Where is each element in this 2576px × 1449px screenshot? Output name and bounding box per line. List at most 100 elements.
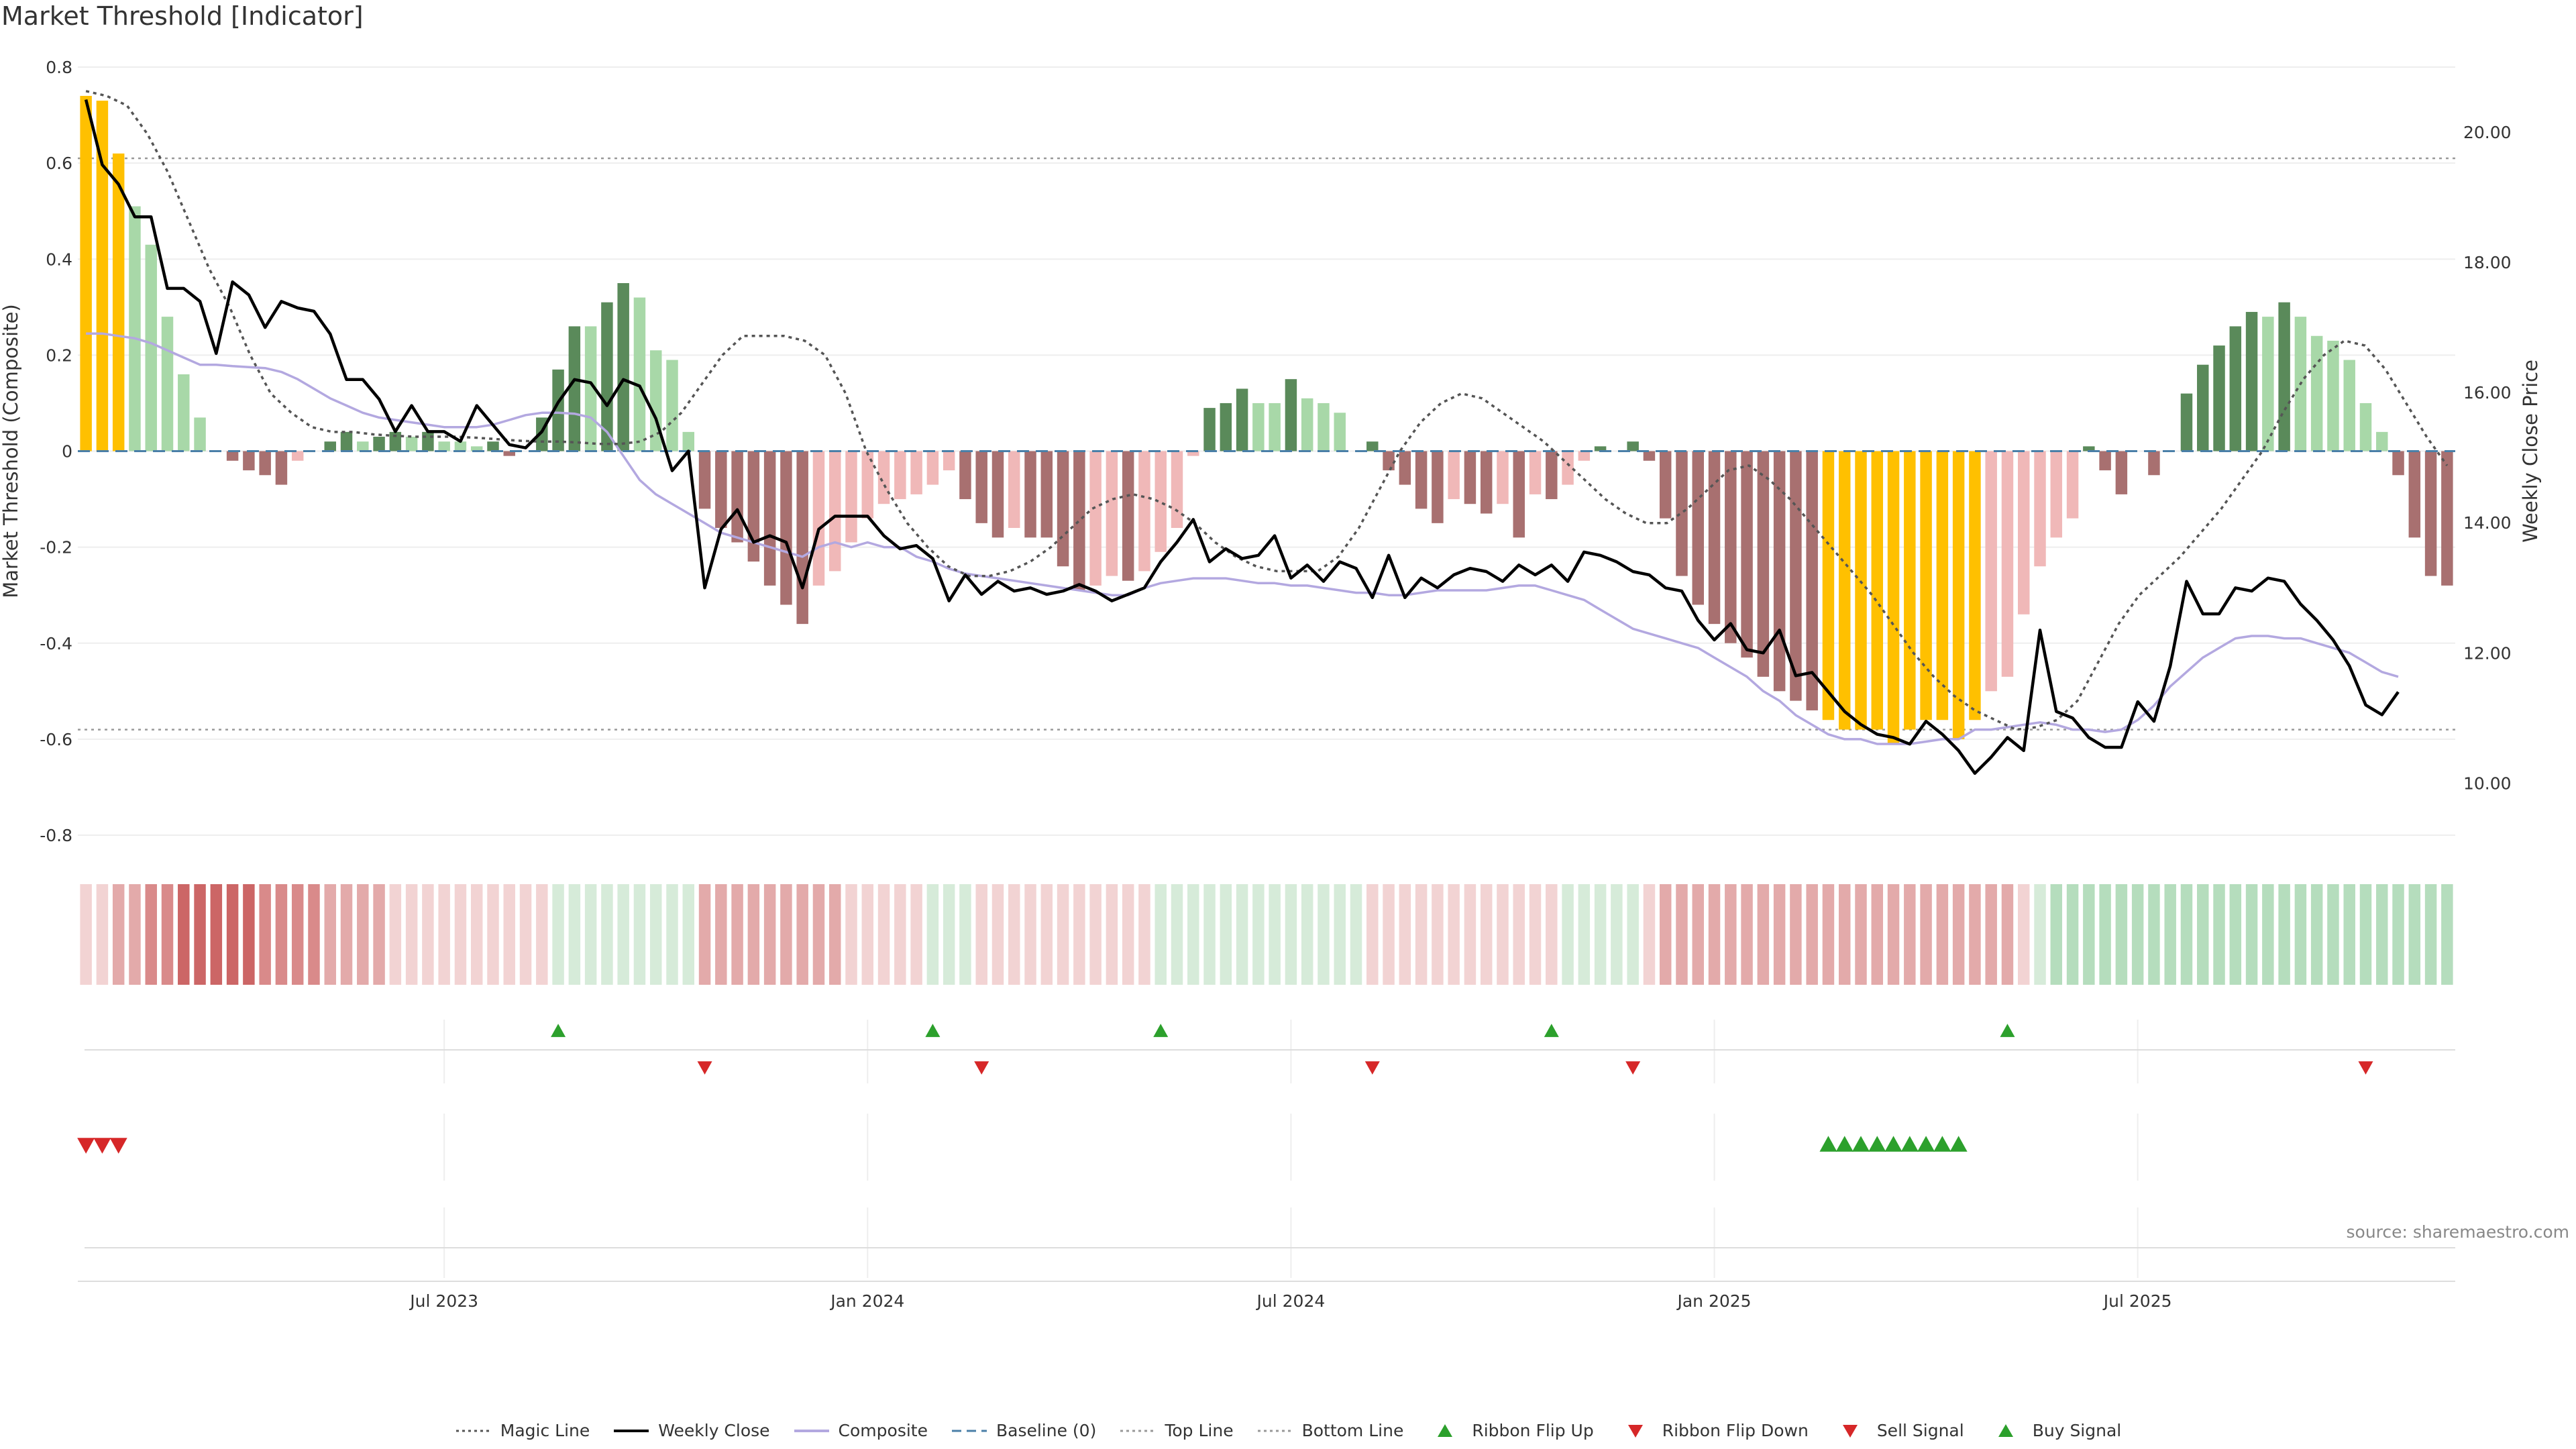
ribbon-cell — [1969, 884, 1981, 985]
composite-bar — [780, 451, 792, 605]
composite-bar — [1040, 451, 1053, 538]
ribbon-cell — [2180, 884, 2193, 985]
composite-bar — [1285, 379, 1297, 451]
ribbon-flip-up-marker — [1544, 1024, 1559, 1037]
ribbon-cell — [568, 884, 581, 985]
composite-bar — [438, 441, 450, 451]
composite-bar — [1432, 451, 1444, 523]
composite-bar — [1676, 451, 1688, 576]
composite-bar — [161, 317, 174, 451]
ribbon-cell — [2083, 884, 2095, 985]
y-tick-label: -0.6 — [40, 730, 72, 749]
composite-bar — [194, 417, 206, 451]
composite-bar — [2392, 451, 2404, 476]
ribbon-cell — [519, 884, 532, 985]
composite-bar — [340, 431, 353, 451]
ribbon-cell — [552, 884, 564, 985]
ribbon-cell — [1073, 884, 1085, 985]
ribbon-cell — [943, 884, 955, 985]
ribbon-cell — [340, 884, 353, 985]
composite-bar — [2066, 451, 2079, 519]
y-tick-label: 0.2 — [46, 345, 72, 365]
composite-bar — [601, 302, 613, 451]
composite-bar — [1806, 451, 1818, 710]
composite-bar — [617, 283, 629, 451]
ribbon-cell — [649, 884, 662, 985]
y2-tick-label: 20.00 — [2463, 123, 2512, 142]
composite-bar — [1155, 451, 1167, 552]
composite-bar — [1415, 451, 1428, 509]
x-tick-label: Jul 2025 — [2102, 1291, 2172, 1311]
ribbon-cell — [80, 884, 92, 985]
ribbon-cell — [1448, 884, 1460, 985]
ribbon-cell — [2262, 884, 2274, 985]
ribbon-cell — [633, 884, 646, 985]
triangle-down-icon — [1627, 1424, 1643, 1438]
ribbon-cell — [1220, 884, 1232, 985]
composite-bar — [1952, 451, 1965, 739]
composite-bar — [1692, 451, 1704, 605]
legend-item: Magic Line — [455, 1421, 590, 1440]
legend-item: Sell Signal — [1831, 1421, 1964, 1440]
composite-bar — [2245, 311, 2258, 451]
composite-bar — [633, 297, 646, 451]
source-label: source: sharemaestro.com — [2346, 1222, 2570, 1242]
ribbon-cell — [2018, 884, 2030, 985]
composite-bar — [943, 451, 955, 471]
ribbon-cell — [1822, 884, 1835, 985]
ribbon-cell — [1399, 884, 1411, 985]
composite-bar — [96, 101, 109, 451]
composite-bar — [731, 451, 743, 543]
composite-bar — [2197, 364, 2209, 451]
ribbon-cell — [975, 884, 987, 985]
buy-signal-marker — [1933, 1136, 1951, 1152]
ribbon-cell — [1838, 884, 1851, 985]
ribbon-cell — [845, 884, 857, 985]
ribbon-cell — [1676, 884, 1688, 985]
composite-bar — [503, 451, 515, 456]
ribbon-cell — [194, 884, 206, 985]
composite-bar — [1399, 451, 1411, 485]
composite-bar — [763, 451, 776, 586]
composite-bar — [145, 244, 157, 451]
composite-bar — [1513, 451, 1525, 538]
ribbon-cell — [161, 884, 174, 985]
legend-label: Baseline (0) — [996, 1421, 1097, 1440]
composite-line — [86, 332, 2399, 745]
ribbon-cell — [1269, 884, 1281, 985]
ribbon-cell — [1546, 884, 1558, 985]
composite-bar — [1464, 451, 1477, 504]
composite-bar — [1838, 451, 1851, 730]
composite-bar — [178, 374, 190, 451]
composite-bar — [2408, 451, 2421, 538]
buy-signal-marker — [1949, 1136, 1968, 1152]
composite-bar — [1529, 451, 1542, 494]
triangle-up-icon — [1998, 1424, 2013, 1437]
composite-bar — [1138, 451, 1150, 572]
ribbon-cell — [1138, 884, 1150, 985]
ribbon-cell — [1008, 884, 1020, 985]
ribbon-cell — [2131, 884, 2144, 985]
ribbon-cell — [926, 884, 939, 985]
ribbon-cell — [2359, 884, 2372, 985]
ribbon-cell — [1318, 884, 1330, 985]
ribbon-cell — [487, 884, 499, 985]
ribbon-flip-up-marker — [551, 1024, 566, 1037]
composite-bar — [2359, 402, 2372, 451]
composite-bar — [926, 451, 939, 485]
legend-label: Ribbon Flip Down — [1662, 1421, 1809, 1440]
composite-bar — [112, 153, 125, 451]
chart-legend: Magic Line Weekly Close Composite Baseline … — [0, 1421, 2576, 1440]
legend-item: Weekly Close — [612, 1421, 770, 1440]
ribbon-cell — [682, 884, 695, 985]
composite-bar — [1969, 451, 1981, 720]
legend-label: Composite — [838, 1421, 928, 1440]
composite-bar — [2327, 340, 2339, 451]
ribbon-cell — [275, 884, 288, 985]
x-tick-label: Jan 2024 — [829, 1291, 904, 1311]
composite-bar — [568, 326, 581, 451]
composite-bar — [894, 451, 906, 500]
ribbon-cell — [112, 884, 125, 985]
sell-signal-marker — [77, 1138, 95, 1154]
ribbon-cell — [1985, 884, 1997, 985]
